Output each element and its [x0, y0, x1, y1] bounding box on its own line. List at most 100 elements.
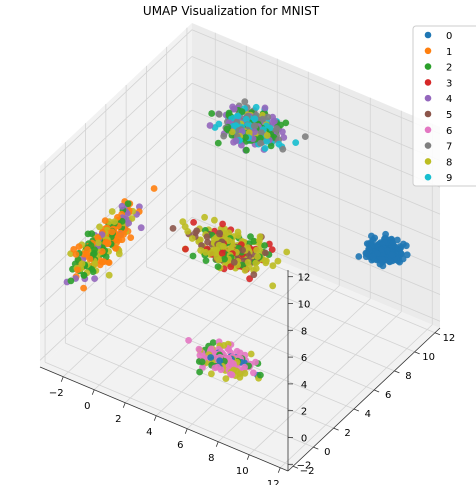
legend-marker: [424, 79, 432, 86]
x-tick-mark: [215, 441, 219, 447]
scatter-point: [214, 263, 222, 270]
data-points: [63, 98, 411, 382]
scatter-point: [234, 112, 242, 120]
scatter-point: [105, 271, 113, 279]
z-tick-label: 10: [298, 300, 311, 311]
legend-label: 3: [446, 78, 452, 89]
scatter-point: [269, 119, 276, 126]
scatter-point: [67, 277, 75, 285]
z-tick-label: 12: [298, 273, 311, 284]
scatter-point: [195, 345, 203, 353]
z-tick-label: 4: [301, 380, 307, 391]
scatter-point: [217, 366, 225, 374]
scatter-point: [117, 231, 125, 239]
scatter-point: [216, 357, 224, 365]
scatter-point: [250, 369, 257, 377]
scatter-point: [279, 128, 286, 136]
scatter-point: [229, 103, 237, 111]
grid-back-z: [191, 82, 441, 188]
scatter-point: [190, 219, 198, 226]
scatter-point: [136, 203, 143, 211]
legend-label: 1: [446, 47, 452, 58]
scatter-point: [184, 228, 192, 235]
scatter-point: [261, 242, 268, 249]
scatter-point: [242, 115, 250, 123]
x-tick-mark: [91, 389, 95, 395]
scatter-point: [80, 272, 88, 279]
scatter-point: [257, 139, 264, 147]
grid-floor-y: [125, 285, 375, 391]
y-tick-label: 2: [344, 428, 350, 439]
scatter-point: [234, 232, 242, 239]
scatter-point: [94, 239, 102, 247]
scatter-point: [241, 369, 249, 377]
scatter-point: [124, 200, 132, 208]
grid-back-z: [191, 56, 441, 161]
legend-marker: [424, 110, 432, 118]
floor-pane: [40, 224, 440, 471]
scatter-point: [197, 247, 205, 254]
scatter-point: [78, 260, 86, 268]
scatter-point: [214, 139, 222, 147]
scatter-point: [241, 267, 249, 274]
scatter-point: [202, 248, 210, 256]
scatter-point: [268, 246, 276, 254]
scatter-point: [258, 129, 265, 137]
scatter-point: [275, 140, 283, 148]
x-tick-label: 10: [236, 466, 249, 477]
legend-marker: [424, 31, 432, 39]
x-tick-mark: [60, 376, 64, 382]
legend-label: 4: [446, 94, 452, 105]
x-tick-mark: [153, 415, 157, 421]
scatter-point: [228, 371, 236, 379]
legend-marker: [424, 173, 432, 181]
scatter-point: [197, 236, 204, 244]
y-tick-label: 8: [405, 371, 411, 382]
scatter-point: [355, 253, 363, 260]
x-axis-line: [39, 366, 289, 472]
scatter-point: [269, 262, 277, 270]
scatter-point: [211, 364, 219, 372]
y-tick-mark: [434, 332, 441, 336]
scatter-point: [279, 145, 287, 153]
scatter-point: [91, 246, 98, 254]
scatter-point: [257, 371, 264, 379]
scatter-point: [402, 242, 410, 250]
scatter-point: [376, 260, 384, 268]
scatter-point: [208, 110, 216, 117]
scatter-point: [91, 275, 98, 282]
scatter-point: [241, 98, 249, 106]
scatter-point: [261, 104, 269, 112]
scatter-point: [96, 223, 103, 231]
scatter-point: [225, 229, 233, 237]
scatter-point: [127, 234, 135, 242]
y-tick-label: 6: [385, 390, 391, 401]
legend: 0 1 2 3 4 5 6 7 8 9: [412, 25, 476, 187]
x-tick-label: 4: [146, 427, 152, 438]
scatter-point: [111, 218, 118, 226]
legend-marker: [424, 47, 432, 55]
scatter-point: [108, 208, 116, 215]
legend-label: 7: [446, 142, 452, 153]
scatter-point: [250, 122, 258, 130]
scatter-point: [203, 233, 211, 241]
grid-floor-y: [65, 342, 314, 448]
grid-back-z: [191, 136, 441, 242]
x-tick-label: 0: [84, 401, 90, 412]
z-tick-label: −2: [297, 460, 312, 471]
scatter-point: [215, 110, 223, 118]
legend-label: 8: [446, 157, 452, 168]
legend-marker: [424, 126, 432, 134]
grid-floor-y: [166, 247, 415, 353]
scatter-point: [75, 243, 83, 251]
scatter-point: [262, 259, 270, 267]
x-tick-mark: [277, 467, 281, 473]
scatter-point: [242, 134, 250, 141]
scatter-point: [239, 246, 247, 254]
y-tick-mark: [313, 446, 319, 450]
scatter-point: [204, 238, 212, 246]
legend-marker: [424, 63, 432, 70]
scatter-point: [188, 235, 196, 242]
scatter-point: [267, 142, 275, 150]
scatter-point: [185, 337, 193, 344]
